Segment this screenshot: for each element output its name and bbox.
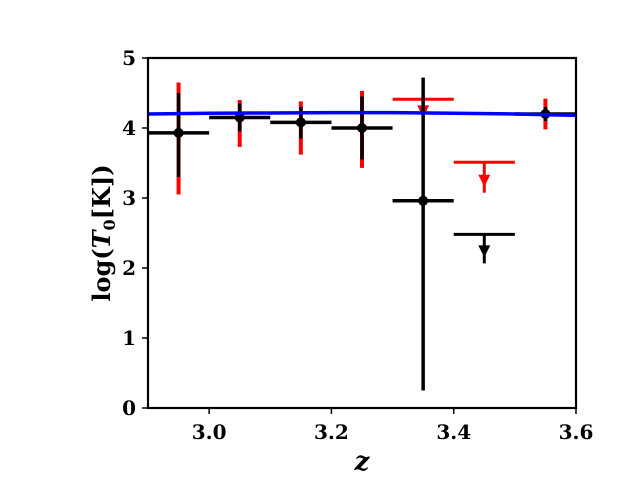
black-upper-limit-arrow-0-head — [478, 245, 491, 258]
red-upper-limit-arrow-1-head — [478, 174, 491, 187]
x-axis-label: z — [354, 447, 371, 477]
x-tick-label-1: 3.2 — [314, 420, 349, 444]
plot-frame — [146, 56, 578, 410]
x-tick-label-2: 3.4 — [436, 420, 471, 444]
y-tick-label-3: 3 — [122, 186, 136, 210]
y-tick-label-2: 2 — [122, 256, 136, 280]
plot-area — [147, 77, 577, 391]
y-tick-label-1: 1 — [122, 326, 136, 350]
x-tick-label-3: 3.6 — [559, 420, 594, 444]
blue-model-line — [147, 110, 577, 118]
y-tick-label-5: 5 — [122, 46, 136, 70]
black-point-2 — [295, 117, 306, 128]
y-axis-label: log(T0[K]) — [87, 164, 119, 301]
black-point-0 — [173, 127, 184, 138]
black-point-3 — [357, 123, 367, 133]
black-point-4 — [418, 195, 429, 206]
x-tick-label-0: 3.0 — [192, 420, 227, 444]
y-tick-label-4: 4 — [122, 116, 136, 140]
y-tick-label-0: 0 — [122, 396, 136, 420]
black-point-1 — [234, 112, 245, 123]
axis-ticks: 3.0 3.2 3.4 3.6 0 1 2 3 4 5 — [122, 46, 593, 444]
